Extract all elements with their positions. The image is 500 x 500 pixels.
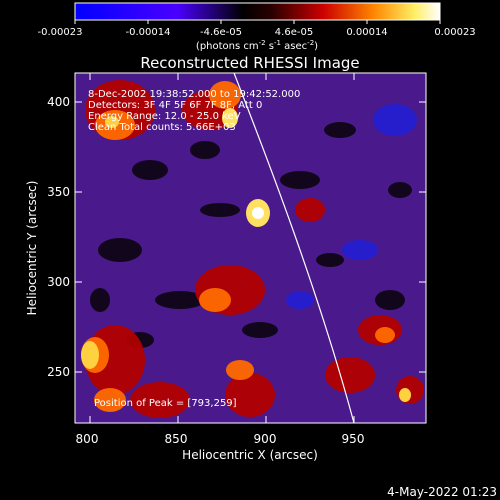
peak-position-label: Position of Peak = [793,259] [94,398,237,409]
colorbar-tick-3: -4.6e-05 [200,27,242,38]
x-tick-label-4: 950 [342,432,365,446]
info-line-counts: Clean Total counts: 5.66E+03 [88,122,236,133]
x-tick-label-1: 800 [76,432,99,446]
colorbar: -0.00023 -0.00014 -4.6e-05 4.6e-05 0.000… [38,2,476,52]
rhessi-image [75,73,426,423]
axis-tick-marks [75,73,426,423]
colorbar-tick-6: 0.00023 [434,27,475,38]
timestamp: 4-May-2022 01:23 [387,485,497,499]
colorbar-tick-5: 0.00014 [346,27,387,38]
colorbar-tick-1: -0.00023 [38,27,83,38]
solar-limb-line [233,73,355,423]
x-tick-label-2: 850 [165,432,188,446]
colorbar-tick-2: -0.00014 [126,27,171,38]
y-tick-label-1: 250 [47,365,70,379]
colorbar-gradient [74,2,441,21]
info-block: 8-Dec-2002 19:38:52.000 to 19:42:52.000 … [88,89,300,133]
y-tick-label-3: 350 [47,185,70,199]
y-tick-label-4: 400 [47,95,70,109]
x-axis-label: Heliocentric X (arcsec) [182,448,318,462]
info-line-energy: Energy Range: 12.0 - 25.0 keV [88,111,241,122]
x-tick-label-3: 900 [254,432,277,446]
colorbar-units: (photons cm-2 s-1 asec-2) [196,39,318,52]
info-line-detectors: Detectors: 3F 4F 5F 6F 7F 8F, Att 0 [88,100,262,111]
info-line-time: 8-Dec-2002 19:38:52.000 to 19:42:52.000 [88,89,300,100]
plot-frame [74,72,427,424]
y-tick-label-2: 300 [47,275,70,289]
y-axis-label: Heliocentric Y (arcsec) [25,181,39,316]
colorbar-tick-4: 4.6e-05 [275,27,313,38]
colorbar-tick-marks [74,20,441,24]
plot-title: Reconstructed RHESSI Image [140,54,359,72]
